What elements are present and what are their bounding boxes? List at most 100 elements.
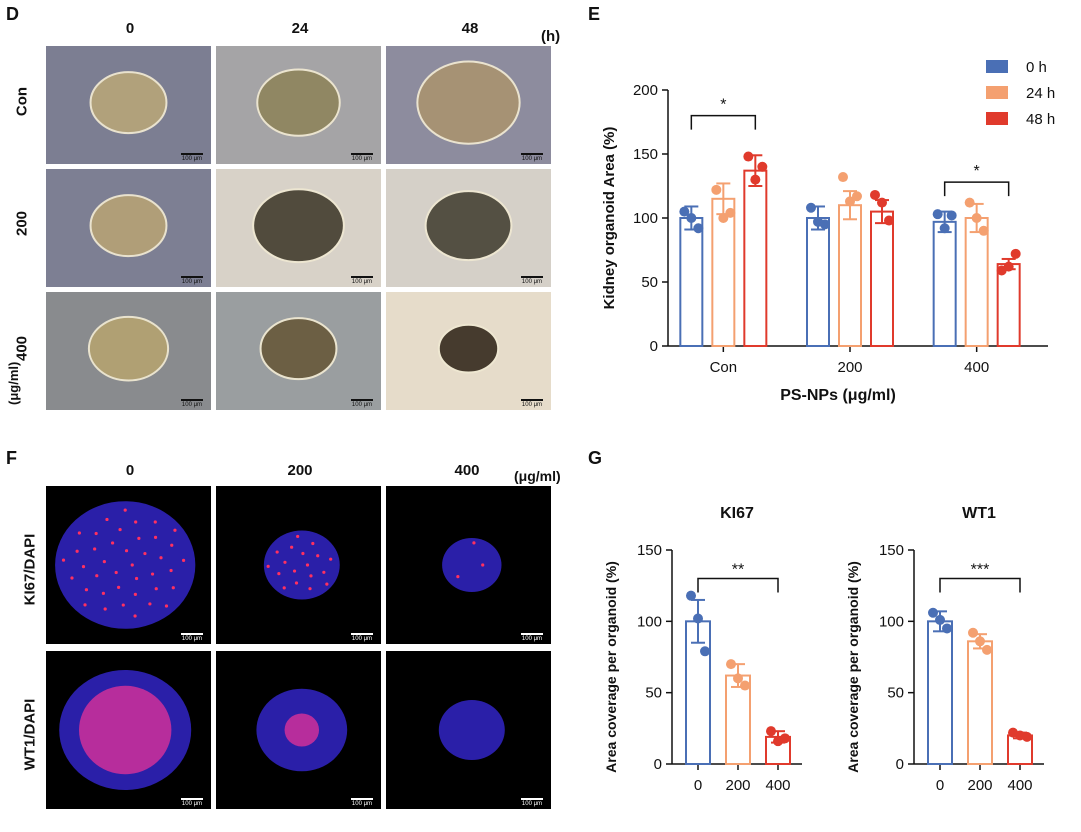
bar [743,169,768,347]
ki67-spot [316,554,320,558]
wt1-coverage-chart: WT1 0 50 100 150 Area coverage per organoid (… [845,505,1044,794]
ki67-spot [277,572,281,576]
ki67-spot [102,560,106,564]
micrograph-tile: 100 μm [216,292,381,410]
data-point [726,659,736,670]
ki67-spot [148,602,152,606]
ki67-spot [123,508,127,512]
scale-bar: 100 μm [177,633,207,642]
legend-swatch [986,112,1008,125]
micrograph-tile: 100 μm [46,292,211,410]
data-point [978,225,989,236]
panel-d-letter: D [6,4,19,24]
data-point [928,607,938,618]
significance-bracket [939,577,1021,593]
d-row-200: 200 [13,210,31,237]
ki67-spot [309,574,313,578]
y-axis-label: Area coverage per organoid (%) [603,561,619,773]
significance-bracket [690,114,757,130]
ki67-spot [322,570,326,574]
ki67-spot [101,591,106,595]
data-point [780,733,790,744]
ki67-spot [169,568,173,573]
ki67-spot [84,588,89,592]
x-tick-label: Con [710,359,738,376]
scale-bar: 100 μm [177,153,207,162]
f-col-200: 200 [287,462,313,479]
legend-label: 48 h [1026,111,1055,128]
organoid-body [442,537,502,593]
data-point [975,636,985,647]
wt1-signal [284,713,320,747]
organoid-image [55,501,196,629]
scale-bar: 100 μm [517,798,547,807]
micrograph-tile: 100 μm [386,651,551,809]
y-axis-label: Kidney organoid Area (%) [601,127,618,310]
data-point [1022,731,1032,742]
d-unit-h: (h) [541,28,561,45]
scale-bar: 100 μm [347,153,377,162]
y-tick-label: 50 [641,274,658,291]
ki67-spot [181,558,186,562]
chart-title: WT1 [962,505,996,522]
ki67-spot [296,534,300,539]
ki67-spot [124,549,129,553]
ki67-spot [130,563,134,567]
bar [932,220,957,347]
y-tick-label: 100 [633,210,658,227]
data-point [982,644,992,655]
ki67-spot [117,585,121,589]
ki67-spot [153,535,158,539]
ki67-spot [329,557,333,561]
data-point [845,196,855,207]
legend-swatch [986,86,1008,99]
data-point [968,627,978,638]
x-tick-label: 0 [694,777,702,794]
data-point [679,206,690,217]
bar [838,204,862,347]
d-row-unit: (μg/ml) [6,361,21,405]
y-tick-label: 50 [887,685,904,702]
ki67-spot [282,586,286,590]
data-point [838,172,848,183]
bar [685,620,711,765]
ki67-spot [75,549,79,553]
data-point [718,213,729,223]
data-point [686,590,696,601]
y-tick-label: 100 [637,613,662,630]
organoid-image [59,669,192,791]
ki67-spot [93,547,97,551]
scale-bar: 100 μm [177,798,207,807]
legend-label: 0 h [1026,59,1047,76]
organoid-body [438,699,505,761]
organoid-body [252,188,345,264]
data-point [820,219,830,230]
data-point [1010,248,1021,259]
micrograph-tile: 100 μm [386,292,551,410]
scale-bar: 100 μm [517,276,547,285]
scale-bar: 100 μm [177,276,207,285]
data-point [806,202,816,213]
y-tick-label: 150 [633,146,658,163]
significance-bracket [943,181,1010,197]
y-tick-label: 0 [896,756,904,773]
d-col-24: 24 [291,20,309,37]
ki67-spot [325,582,329,586]
micrograph-tile: 100 μm [386,169,551,287]
data-point [942,623,952,634]
d-row-con: Con [13,86,31,117]
scale-bar: 100 μm [517,153,547,162]
d-col-0: 0 [125,20,135,37]
scale-bar: 100 μm [517,633,547,642]
ki67-spot [150,572,155,576]
data-point [1003,261,1014,272]
y-tick-label: 150 [637,542,662,559]
data-point [686,213,697,223]
data-point [852,191,862,202]
organoid-image [263,530,340,600]
organoid-image [256,68,341,137]
data-point [870,189,880,200]
y-tick-label: 0 [650,338,658,355]
ki67-spot [95,574,99,578]
organoid-image [416,60,521,145]
